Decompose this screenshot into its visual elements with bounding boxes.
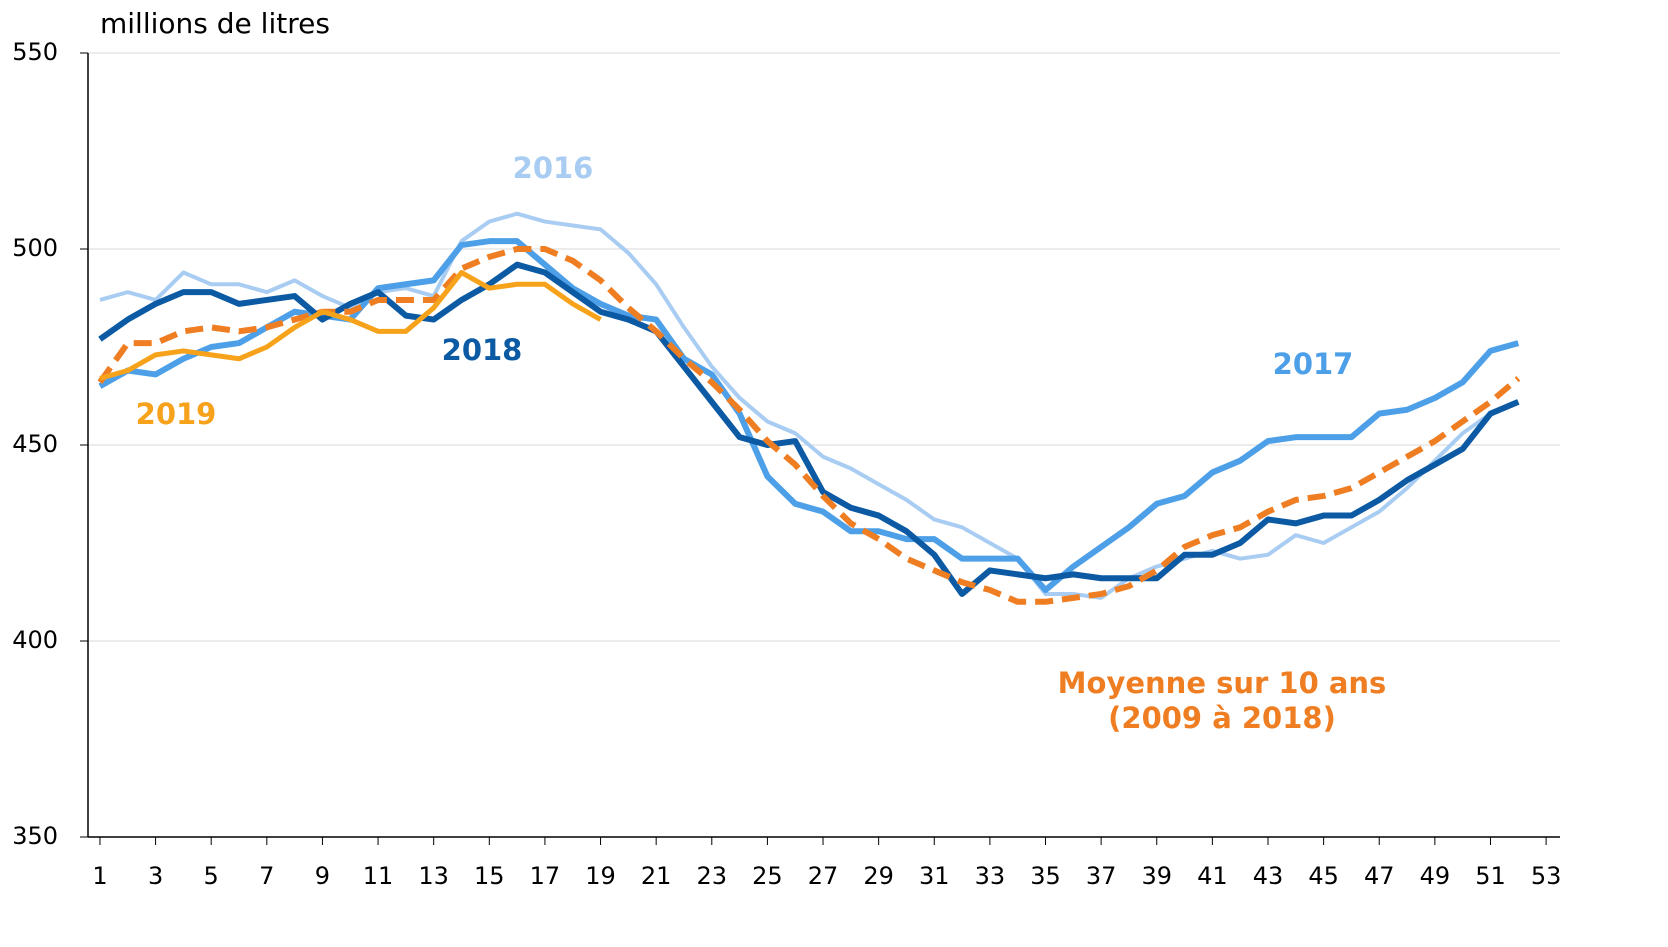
series-label: Moyenne sur 10 ans (2009 à 2018): [1057, 666, 1387, 735]
x-tick-label: 7: [259, 862, 274, 890]
x-tick-label: 9: [315, 862, 330, 890]
x-tick-label: 13: [418, 862, 449, 890]
y-axis-label: millions de litres: [100, 7, 330, 40]
y-tick-label: 400: [12, 626, 58, 654]
x-tick-label: 29: [863, 862, 894, 890]
x-tick-label: 33: [975, 862, 1006, 890]
series-label: 2018: [442, 333, 523, 367]
x-tick-label: 45: [1308, 862, 1339, 890]
series-label: 2019: [136, 397, 217, 431]
x-tick-label: 15: [474, 862, 505, 890]
x-tick-label: 37: [1086, 862, 1117, 890]
x-tick-label: 21: [641, 862, 672, 890]
x-tick-label: 43: [1253, 862, 1284, 890]
x-tick-label: 27: [808, 862, 839, 890]
x-tick-label: 41: [1197, 862, 1228, 890]
y-tick-label: 550: [12, 38, 58, 66]
x-tick-label: 51: [1475, 862, 1506, 890]
series-line: [99, 270, 602, 381]
series-line: [97, 246, 1521, 605]
series-line: [98, 261, 1520, 597]
series-line: [99, 211, 1520, 600]
x-tick-label: 53: [1531, 862, 1562, 890]
y-tick-label: 350: [12, 822, 58, 850]
x-tick-label: 35: [1030, 862, 1061, 890]
x-tick-label: 25: [752, 862, 783, 890]
x-tick-label: 17: [530, 862, 561, 890]
x-tick-label: 11: [363, 862, 394, 890]
x-tick-label: 47: [1364, 862, 1395, 890]
x-tick-label: 31: [919, 862, 950, 890]
y-tick-label: 450: [12, 430, 58, 458]
x-tick-label: 23: [697, 862, 728, 890]
x-tick-label: 3: [148, 862, 163, 890]
y-tick-label: 500: [12, 234, 58, 262]
series-label: 2017: [1273, 347, 1354, 381]
x-tick-label: 39: [1141, 862, 1172, 890]
x-tick-label: 19: [585, 862, 616, 890]
x-tick-label: 5: [204, 862, 219, 890]
x-tick-label: 1: [92, 862, 107, 890]
x-tick-label: 49: [1420, 862, 1451, 890]
series-label: 2016: [513, 151, 594, 185]
